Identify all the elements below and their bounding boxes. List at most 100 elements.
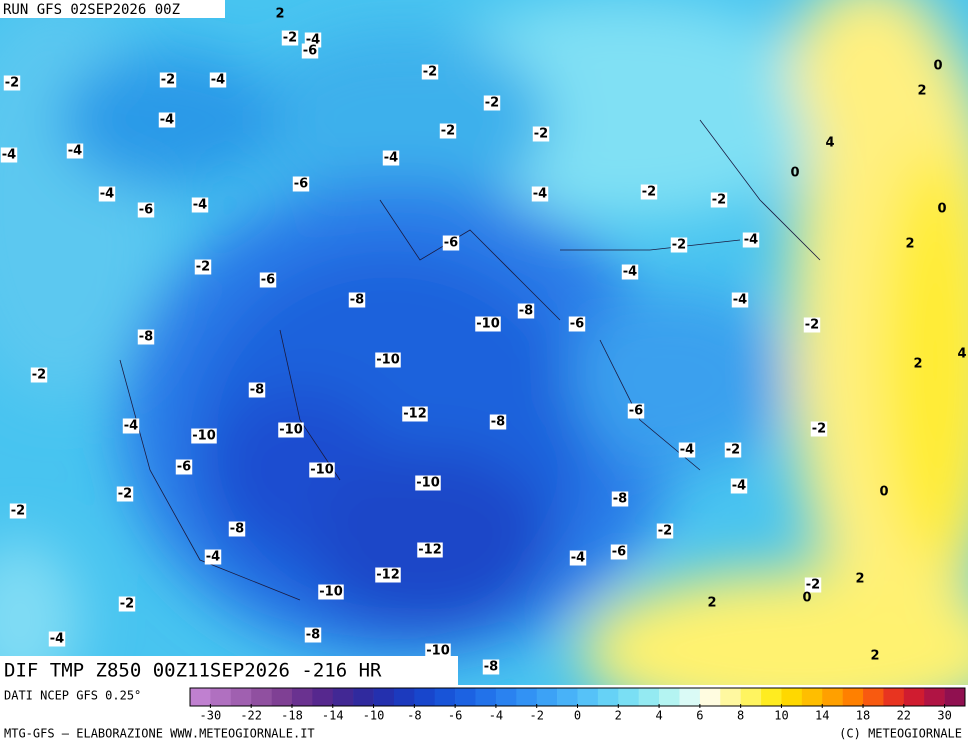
- contour-label: -8: [350, 293, 364, 308]
- contour-label-bg: [402, 406, 428, 422]
- contour-label: -6: [177, 460, 191, 475]
- contour-label-bg: [421, 64, 439, 80]
- colorbar-swatch: [475, 688, 497, 706]
- contour-label: -2: [534, 127, 548, 142]
- contour-label: -4: [206, 550, 220, 565]
- contour-label: 2: [870, 649, 879, 664]
- contour-label-bg: [292, 176, 310, 192]
- contour-label-bg: [569, 550, 587, 566]
- contour-label-bg: [137, 202, 155, 218]
- colorbar: -30 -22 -18 -14 -10 -8 -6 -4 -2 0 2 4 6 8 10 14 18 22 30: [189, 687, 966, 723]
- contour-label: -2: [806, 578, 820, 593]
- contour-label-bg: [627, 403, 645, 419]
- contour-label: -8: [306, 628, 320, 643]
- contour-label: -4: [160, 113, 174, 128]
- colorbar-swatch: [740, 688, 762, 706]
- contour-label: -4: [2, 148, 16, 163]
- contour-label: -2: [120, 597, 134, 612]
- contour-label: 2: [275, 7, 284, 22]
- colorbar-swatch: [312, 688, 334, 706]
- contour-label-bg: [0, 147, 18, 163]
- contour-label-bg: [301, 43, 319, 59]
- contour-label-bg: [9, 503, 27, 519]
- colorbar-swatch: [842, 688, 864, 706]
- colorbar-swatch: [516, 688, 538, 706]
- colorbar-swatch: [883, 688, 905, 706]
- colorbar-swatch: [577, 688, 599, 706]
- field-box: [0, 656, 458, 685]
- contour-labels: -2-2 -4-62-2 -4-2-2-4-2 -2-4 -4 -4-60402-4-6-…: [0, 7, 967, 675]
- contour-label: 0: [937, 202, 946, 217]
- contour-label-bg: [742, 232, 760, 248]
- colorbar-swatch: [190, 688, 211, 706]
- contour-label-bg: [209, 72, 227, 88]
- colorbar-tick-label: -18: [281, 709, 303, 723]
- contour-label-bg: [191, 197, 209, 213]
- contour-label-bg: [731, 292, 749, 308]
- contour-label: -2: [283, 31, 297, 46]
- contour-label-bg: [278, 422, 304, 438]
- contour-label-bg: [175, 459, 193, 475]
- contour-label-bg: [475, 316, 501, 332]
- contour-label: -6: [612, 545, 626, 560]
- borders: [119, 119, 821, 601]
- contour-label-bg: [98, 186, 116, 202]
- contour-label-bg: [228, 521, 246, 537]
- contour-label-bg: [531, 186, 549, 202]
- colorbar-tick-label: -6: [448, 709, 462, 723]
- colorbar-swatch: [720, 688, 741, 706]
- colorbar-swatch: [801, 688, 823, 706]
- contour-label-bg: [417, 542, 443, 558]
- contour-label: 2: [905, 237, 914, 252]
- contour-label: -10: [192, 429, 216, 444]
- contour-label-bg: [656, 523, 674, 539]
- colorbar-swatch: [781, 688, 803, 706]
- contour-label-bg: [30, 367, 48, 383]
- colorbar-swatch: [761, 688, 782, 706]
- contour-label: -2: [712, 193, 726, 208]
- colorbar-tick-label: 4: [655, 709, 662, 723]
- contour-label: -4: [744, 233, 758, 248]
- contour-label-bg: [730, 478, 748, 494]
- contour-label-bg: [517, 303, 535, 319]
- contour-label: -12: [403, 407, 427, 422]
- contour-label: -2: [812, 422, 826, 437]
- contour-label-bg: [483, 95, 501, 111]
- contour-label: -10: [416, 476, 440, 491]
- colorbar-swatch: [230, 688, 252, 706]
- colorbar-tick-label: 18: [856, 709, 870, 723]
- contour-label: -2: [161, 73, 175, 88]
- contour-label-bg: [710, 192, 728, 208]
- contour-label-bg: [640, 184, 658, 200]
- contour-label: -6: [444, 236, 458, 251]
- colorbar-tick-label: -4: [489, 709, 503, 723]
- copyright-label: (C) METEOGIORNALE: [839, 727, 962, 741]
- contour-label: -4: [211, 73, 225, 88]
- contour-label: 2: [707, 596, 716, 611]
- contour-label: -8: [613, 492, 627, 507]
- colorbar-swatch: [863, 688, 884, 706]
- colorbar-tick-label: 6: [696, 709, 703, 723]
- colorbar-tick-label: -10: [363, 709, 385, 723]
- contour-label-bg: [678, 442, 696, 458]
- colorbar-tick-label: 0: [574, 709, 581, 723]
- contour-label: -2: [11, 504, 25, 519]
- colorbar-swatch: [373, 688, 395, 706]
- contour-label: -2: [441, 124, 455, 139]
- contour-label-bg: [810, 421, 828, 437]
- contour-label: -2: [196, 260, 210, 275]
- contour-label-bg: [803, 317, 821, 333]
- contour-label: -8: [519, 304, 533, 319]
- contour-label: -2: [805, 318, 819, 333]
- header-box: [0, 0, 225, 18]
- contour-label: -4: [100, 187, 114, 202]
- contour-label: -4: [68, 144, 82, 159]
- contour-label-bg: [116, 486, 134, 502]
- colorbar-swatch: [434, 688, 456, 706]
- contour-label-bg: [382, 150, 400, 166]
- colorbar-swatch: [638, 688, 660, 706]
- colorbar-tick-label: 2: [615, 709, 622, 723]
- contour-label-bg: [482, 659, 500, 675]
- colorbar-swatch: [597, 688, 619, 706]
- contour-label: 0: [933, 59, 942, 74]
